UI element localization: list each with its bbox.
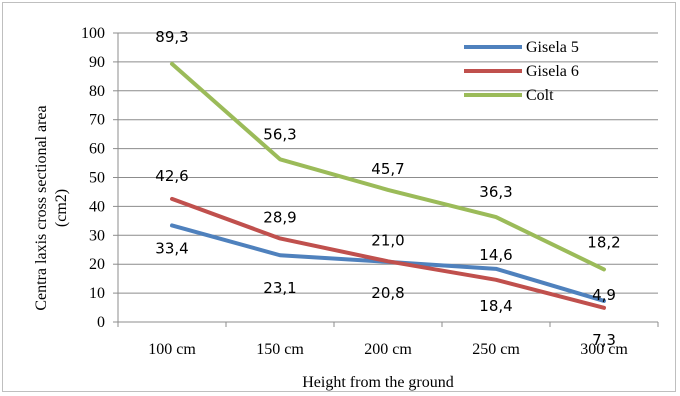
y-axis-title-line-1: Centra laxis cross sectional area bbox=[33, 105, 50, 310]
series-line-colt bbox=[170, 61, 606, 272]
y-tick-label: 60 bbox=[89, 141, 105, 158]
series-lines bbox=[170, 61, 606, 310]
y-tick-label: 20 bbox=[89, 256, 105, 273]
chart-frame bbox=[2, 2, 676, 392]
legend: Gisela 5 Gisela 6 Colt bbox=[464, 39, 579, 104]
legend-label: Colt bbox=[526, 87, 554, 104]
data-label: 14,6 bbox=[479, 246, 512, 264]
data-label: 89,3 bbox=[155, 28, 188, 46]
legend-label: Gisela 6 bbox=[526, 63, 579, 80]
x-tick-label: 100 cm bbox=[148, 341, 196, 358]
data-label: 7,3 bbox=[592, 331, 616, 349]
data-label: 21,0 bbox=[371, 231, 404, 249]
tick-labels: 0 10 20 30 40 50 60 70 80 90 100 100 cm 150 cm 200 cm… bbox=[81, 25, 628, 358]
data-label: 36,3 bbox=[479, 183, 512, 201]
y-tick-label: 10 bbox=[89, 285, 105, 302]
data-label: 18,4 bbox=[479, 297, 512, 315]
data-label: 20,8 bbox=[371, 284, 404, 302]
gridlines bbox=[118, 32, 658, 294]
x-axis-title: Height from the ground bbox=[302, 374, 454, 391]
y-tick-label: 0 bbox=[97, 314, 105, 331]
y-tick-label: 50 bbox=[89, 170, 105, 187]
y-tick-label: 100 bbox=[81, 25, 105, 42]
x-tick-label: 250 cm bbox=[472, 341, 520, 358]
y-tick-label: 90 bbox=[89, 54, 105, 71]
x-tick-label: 300 cm bbox=[580, 341, 628, 358]
data-label: 18,2 bbox=[587, 233, 620, 251]
y-tick-label: 30 bbox=[89, 227, 105, 244]
data-label: 33,4 bbox=[155, 239, 188, 257]
data-labels: 33,4 23,1 20,8 18,4 7,3 42,6 28,9 21,0 14,6 4,9 89… bbox=[155, 28, 620, 349]
y-tick-label: 40 bbox=[89, 198, 105, 215]
data-label: 56,3 bbox=[263, 125, 296, 143]
series-line-gisela-6 bbox=[170, 196, 606, 310]
data-label: 23,1 bbox=[263, 279, 296, 297]
data-label: 45,7 bbox=[371, 160, 404, 178]
y-tick-label: 70 bbox=[89, 112, 105, 129]
y-axis-title-line-2: (cm2) bbox=[53, 189, 70, 227]
axes bbox=[113, 32, 659, 327]
x-tick-label: 150 cm bbox=[256, 341, 304, 358]
x-tick-label: 200 cm bbox=[364, 341, 412, 358]
data-label: 4,9 bbox=[592, 286, 616, 304]
y-tick-label: 80 bbox=[89, 83, 105, 100]
data-label: 42,6 bbox=[155, 167, 188, 185]
data-label: 28,9 bbox=[263, 208, 296, 226]
legend-label: Gisela 5 bbox=[526, 39, 579, 56]
